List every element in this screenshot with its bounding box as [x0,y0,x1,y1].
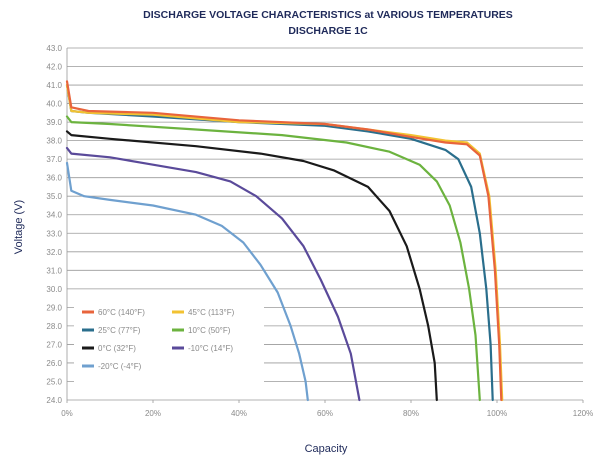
y-tick-label: 29.0 [46,303,62,312]
legend-entry: -10°C (14°F) [188,344,233,353]
legend-entry: 45°C (113°F) [188,308,235,317]
y-tick-label: 39.0 [46,118,62,127]
legend-entry: -20°C (-4°F) [98,362,142,371]
series-line [65,146,361,402]
y-tick-label: 43.0 [46,44,62,53]
y-tick-label: 42.0 [46,63,62,72]
y-tick-label: 40.0 [46,100,62,109]
y-tick-label: 28.0 [46,322,62,331]
x-axis-ticks: 0% 20% 40% 60% 80% 100% 120% [61,400,593,418]
y-axis-ticks: 24.0 25.0 26.0 27.0 28.0 29.0 30.0 31.0 32.0 33.0… [46,44,62,405]
legend-entry: 0°C (32°F) [98,344,136,353]
x-tick-label: 120% [573,409,593,418]
x-tick-label: 60% [317,409,333,418]
y-tick-label: 37.0 [46,155,62,164]
y-tick-label: 38.0 [46,137,62,146]
chart-subtitle: DISCHARGE 1C [288,25,368,37]
legend-entry: 10°C (50°F) [188,326,231,335]
legend-entry: 60°C (140°F) [98,308,145,317]
y-tick-label: 32.0 [46,248,62,257]
legend-entry: 25°C (77°F) [98,326,141,335]
series-line [65,161,309,402]
series-line [65,130,438,402]
x-axis-label: Capacity [305,443,348,455]
y-tick-label: 36.0 [46,174,62,183]
y-axis-label: Voltage (V) [13,200,25,254]
y-tick-label: 31.0 [46,266,62,275]
y-tick-label: 27.0 [46,340,62,349]
y-tick-label: 30.0 [46,285,62,294]
series-lines [65,80,504,402]
series-line [65,80,503,402]
series-line [65,115,481,402]
legend-background [74,302,264,384]
x-tick-label: 20% [145,409,161,418]
y-tick-label: 34.0 [46,211,62,220]
x-tick-label: 40% [231,409,247,418]
y-tick-label: 41.0 [46,81,62,90]
x-tick-label: 0% [61,409,73,418]
x-tick-label: 80% [403,409,419,418]
legend: 60°C (140°F) 45°C (113°F) 25°C (77°F) 10°C … [74,302,264,384]
y-tick-label: 35.0 [46,192,62,201]
y-tick-label: 26.0 [46,359,62,368]
chart-title: DISCHARGE VOLTAGE CHARACTERISTICS at VAR… [143,9,513,21]
y-tick-label: 24.0 [46,396,62,405]
y-tick-label: 25.0 [46,377,62,386]
y-tick-label: 33.0 [46,229,62,238]
x-tick-label: 100% [487,409,507,418]
